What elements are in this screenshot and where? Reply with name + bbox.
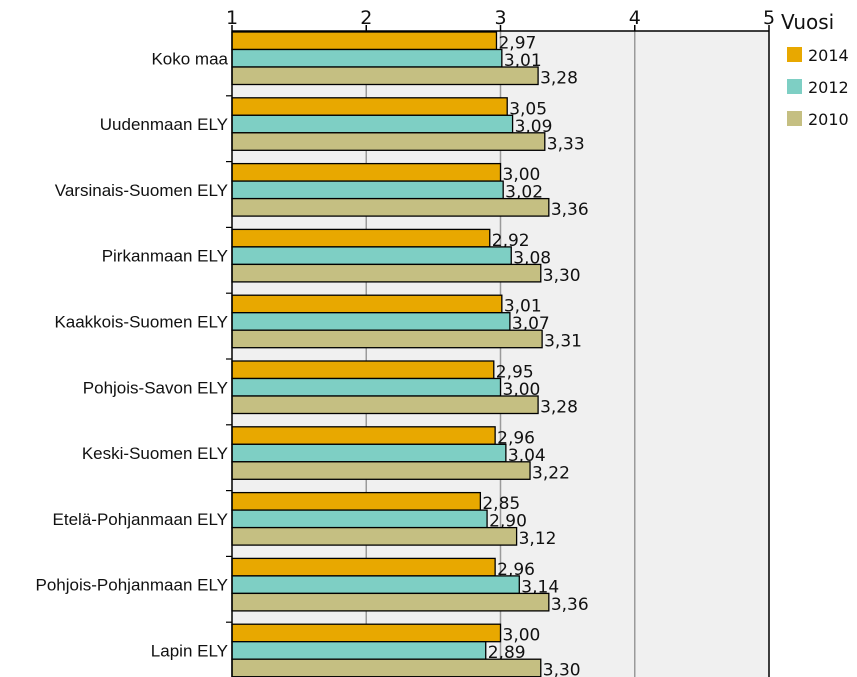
data-label: 3,22	[532, 463, 570, 483]
data-label: 2,96	[497, 428, 535, 448]
data-label: 3,00	[503, 165, 541, 185]
bars: 2,973,013,283,053,093,333,003,023,362,92…	[231, 31, 589, 677]
data-label: 3,00	[503, 626, 541, 646]
data-label: 3,00	[503, 380, 541, 400]
bar	[231, 491, 482, 511]
data-label: 3,30	[543, 661, 581, 677]
bar	[231, 294, 503, 314]
bar	[231, 228, 491, 248]
category-label: Uudenmaan ELY	[100, 115, 228, 134]
legend-label: 2012	[808, 78, 849, 97]
data-label: 3,09	[515, 117, 553, 137]
bar	[231, 443, 507, 463]
bar	[231, 658, 542, 677]
bar	[231, 114, 514, 134]
bar	[231, 360, 495, 380]
bar	[231, 48, 503, 68]
data-label: 3,31	[544, 332, 582, 352]
data-label: 3,02	[505, 183, 543, 203]
axis-lines	[231, 30, 770, 677]
data-label: 3,30	[543, 266, 581, 286]
data-label: 3,01	[504, 297, 542, 317]
bar	[231, 575, 520, 595]
data-label: 2,89	[488, 643, 526, 663]
legend-swatch	[787, 79, 802, 94]
category-label: Kaakkois-Suomen ELY	[54, 312, 228, 331]
bar	[231, 312, 511, 331]
category-label: Pohjois-Pohjanmaan ELY	[36, 576, 228, 595]
data-label: 2,92	[492, 231, 530, 251]
bar	[231, 132, 546, 151]
data-label: 2,85	[482, 494, 520, 514]
category-label: Keski-Suomen ELY	[82, 444, 228, 463]
x-tick-label: 2	[360, 7, 372, 29]
x-tick-label: 1	[226, 7, 238, 29]
data-label: 3,04	[508, 446, 546, 466]
bar	[231, 509, 488, 529]
data-label: 3,14	[521, 577, 559, 597]
bar	[231, 180, 504, 200]
legend-label: 2014	[808, 46, 849, 65]
data-label: 3,36	[551, 200, 589, 220]
bar	[231, 592, 550, 612]
category-label: Pirkanmaan ELY	[102, 247, 228, 266]
bar	[231, 97, 508, 116]
bar	[231, 31, 498, 51]
data-label: 3,07	[512, 314, 550, 334]
category-label: Varsinais-Suomen ELY	[55, 181, 228, 200]
category-label: Koko maa	[151, 49, 228, 68]
bar	[231, 162, 502, 182]
data-label: 3,28	[540, 398, 578, 418]
legend-title: Vuosi	[781, 10, 834, 34]
bar	[231, 329, 543, 349]
data-label: 3,08	[513, 248, 551, 268]
data-label: 2,95	[496, 363, 534, 383]
x-tick-label: 3	[494, 7, 506, 29]
x-tick-label: 5	[763, 7, 775, 29]
bar	[231, 461, 531, 480]
bar	[231, 263, 542, 283]
category-label: Etelä-Pohjanmaan ELY	[53, 510, 228, 529]
x-tick-label: 4	[629, 7, 641, 29]
bar	[231, 426, 496, 445]
data-label: 2,90	[489, 512, 527, 532]
bar	[231, 526, 518, 546]
legend: Vuosi 2014 2012 2010	[781, 10, 849, 129]
data-label: 3,28	[540, 69, 578, 89]
data-label: 3,05	[509, 99, 547, 119]
bar	[231, 557, 496, 577]
category-labels: Koko maa Uudenmaan ELY Varsinais-Suomen EL…	[36, 49, 232, 660]
category-label: Lapin ELY	[151, 641, 228, 660]
bar	[231, 641, 487, 660]
data-label: 3,12	[519, 529, 557, 549]
legend-swatch	[787, 111, 802, 126]
data-label: 2,96	[497, 560, 535, 580]
bar	[231, 395, 539, 415]
legend-label: 2010	[808, 110, 849, 129]
bar	[231, 246, 512, 266]
bar	[231, 623, 502, 643]
data-label: 3,01	[504, 51, 542, 71]
bar	[231, 377, 502, 397]
bar	[231, 66, 539, 86]
x-axis: 1 2 3 4 5	[226, 7, 775, 31]
legend-swatch	[787, 47, 802, 62]
data-label: 3,33	[547, 134, 585, 154]
data-label: 2,97	[498, 34, 536, 54]
data-label: 3,36	[551, 595, 589, 615]
category-label: Pohjois-Savon ELY	[83, 378, 228, 397]
bar	[231, 197, 550, 217]
